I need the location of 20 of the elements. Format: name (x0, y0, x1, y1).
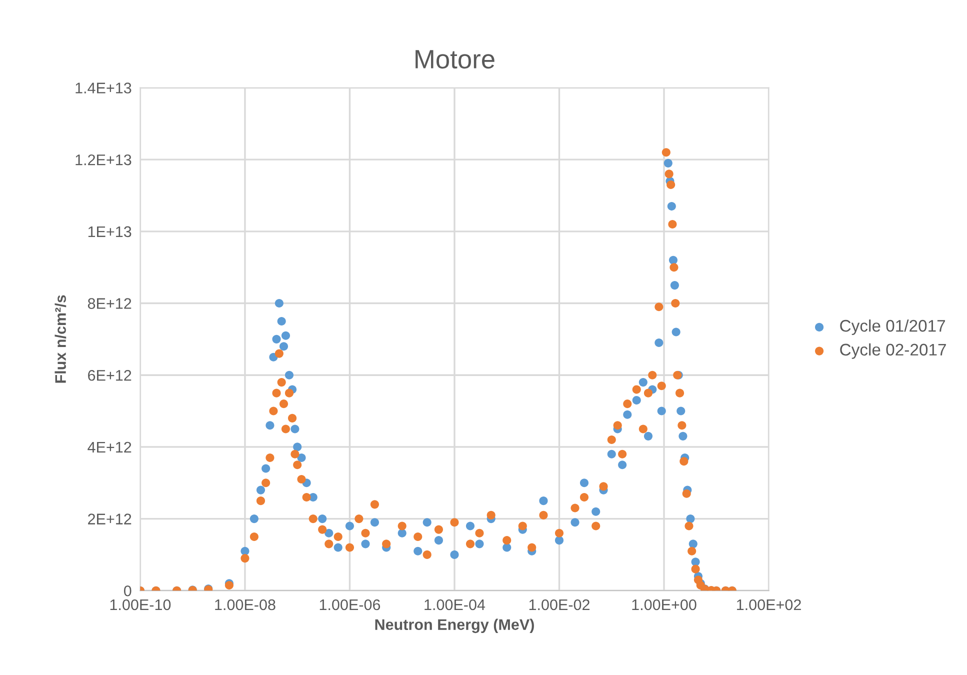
x-tick-label: 1.00E+00 (632, 599, 696, 610)
legend-label: Cycle 02-2017 (840, 343, 946, 359)
y-tick-label: 6E+12 (88, 370, 132, 381)
y-tick-label: 1.4E+13 (76, 82, 132, 94)
y-tick-label: 1.2E+13 (76, 154, 132, 166)
legend-label: Cycle 01/2017 (840, 319, 945, 336)
x-axis-title: Neutron Energy (MeV) (375, 618, 534, 634)
y-tick-label: 4E+12 (88, 442, 132, 452)
x-tick-label: 1.00E-02 (529, 599, 590, 610)
x-tick-label: 1.00E-10 (110, 599, 171, 610)
x-tick-label: 1.00E+02 (737, 599, 801, 610)
x-tick-label: 1.00E-06 (320, 599, 380, 610)
y-axis-title: Flux n/cm²/s (54, 295, 66, 383)
y-tick-label: 8E+12 (88, 298, 132, 309)
y-tick-label: 2E+12 (88, 514, 132, 524)
x-tick-label: 1.00E-04 (424, 599, 486, 610)
chart-title: Motore (416, 50, 494, 69)
x-tick-label: 1.00E-08 (215, 599, 276, 610)
y-tick-label: 1E+13 (88, 226, 132, 238)
y-tick-label: 0 (124, 585, 132, 596)
